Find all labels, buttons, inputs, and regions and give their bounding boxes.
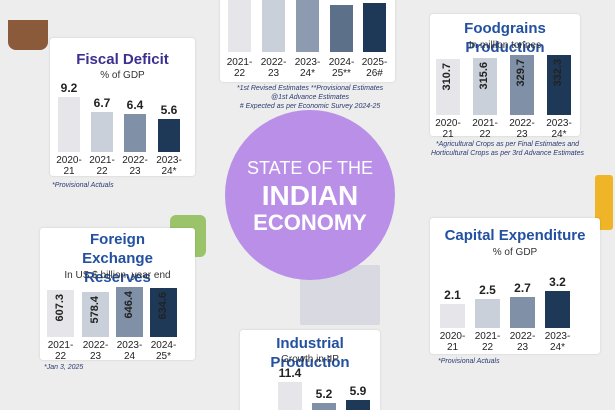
bar — [363, 2, 386, 52]
chart-subtitle: In US $ billion, year end — [64, 270, 171, 281]
bar — [124, 113, 146, 152]
value-label: 3.2 — [549, 275, 566, 289]
x-tick-label: 2022-23 — [509, 118, 535, 140]
value-label: 315.6 — [478, 62, 490, 90]
chart-title: Capital Expenditure — [444, 227, 586, 244]
chart-subtitle: Growth in IIP — [281, 354, 339, 365]
x-tick-label: 2021-22 — [474, 331, 501, 353]
x-tick-label: 2023-24* — [156, 155, 182, 177]
banner-line: INDIAN — [261, 180, 359, 211]
bar — [58, 97, 80, 152]
footnote: # Expected as per Economic Survey 2024-2… — [239, 103, 381, 110]
bar — [82, 292, 109, 337]
footnote: *Provisional Actuals — [52, 182, 114, 189]
value-label: 2.5 — [479, 283, 496, 298]
bar — [510, 55, 534, 115]
bar — [150, 287, 177, 337]
rupee-icon — [595, 175, 613, 230]
x-tick-label: 2023-24* — [544, 331, 571, 353]
bar — [158, 118, 180, 152]
banner-line: STATE OF THE — [246, 158, 373, 178]
footnote: *Agricultural Crops as per Final Estimat… — [430, 141, 585, 157]
x-tick-label: 2024-25** — [328, 57, 355, 79]
value-label: 634.6 — [156, 291, 169, 320]
x-tick-label: 2023-24* — [546, 118, 572, 140]
chart-subtitle: In million tonnes — [468, 40, 542, 51]
x-tick-label: 2020-21 — [56, 155, 82, 177]
bar — [440, 303, 465, 328]
bar — [47, 290, 74, 337]
bar — [312, 402, 336, 410]
chart-title: Foreign Exchange Reserves — [82, 231, 153, 286]
chart-title: Foodgrains Production — [464, 20, 546, 56]
bar — [436, 58, 460, 115]
value-label: 9.2 — [60, 81, 78, 95]
chart-title: Industrial Production — [270, 335, 350, 371]
bar — [278, 382, 302, 410]
bar — [510, 296, 535, 328]
bucket-icon — [8, 20, 48, 50]
value-label: 329.7 — [515, 59, 527, 87]
x-tick-label: 2023-24 — [116, 340, 143, 362]
value-label: 6.7 — [93, 95, 111, 110]
footnote: *Provisional Actuals — [438, 358, 500, 365]
bar — [475, 299, 500, 328]
chart-panel — [240, 330, 380, 410]
bar — [473, 58, 497, 115]
x-tick-label: 2021-22 — [89, 155, 115, 177]
bar — [91, 111, 113, 152]
bar — [547, 55, 571, 115]
x-tick-label: 2020-21 — [435, 118, 461, 140]
chart-subtitle: % of GDP — [100, 70, 145, 81]
bar — [262, 0, 285, 52]
x-tick-label: 2024-25* — [150, 340, 177, 362]
value-label: 11.4 — [278, 366, 302, 380]
value-label: 6.4 — [126, 97, 144, 112]
bar — [330, 5, 353, 52]
value-label: 2.1 — [444, 287, 461, 302]
x-tick-label: 2022-23 — [82, 340, 109, 362]
x-tick-label: 2025-26# — [361, 57, 388, 79]
footnote: *1st Revised Estimates **Provisional Est… — [236, 85, 384, 92]
value-label: 310.7 — [441, 62, 453, 91]
bar — [545, 291, 570, 328]
banner-line: ECONOMY — [253, 210, 367, 235]
value-label: 332.3 — [552, 59, 564, 87]
bar — [346, 400, 370, 410]
bar — [116, 287, 143, 337]
footnote: *Jan 3, 2025 — [44, 364, 84, 371]
banner-circle — [225, 110, 395, 280]
chart-subtitle: % of GDP — [492, 247, 538, 258]
chart-panel — [430, 218, 600, 354]
x-tick-label: 2023-24* — [294, 57, 321, 79]
x-tick-label: 2021-22 — [472, 118, 498, 140]
value-label: 578.4 — [88, 296, 101, 324]
x-tick-label: 2021-22 — [226, 57, 253, 79]
value-label: 607.3 — [53, 294, 66, 322]
value-label: 5.6 — [160, 102, 178, 117]
value-label: 5.9 — [349, 384, 367, 399]
x-tick-label: 2022-23 — [260, 57, 287, 79]
bar — [228, 0, 251, 52]
x-tick-label: 2021-22 — [47, 340, 74, 362]
x-tick-label: 2020-21 — [439, 331, 466, 353]
x-tick-label: 2022-23 — [122, 155, 148, 177]
x-tick-label: 2022-23 — [509, 331, 536, 353]
value-label: 646.4 — [122, 291, 135, 319]
bar — [296, 0, 319, 52]
footnote: @1st Advance Estimates — [270, 94, 350, 101]
chart-title: Fiscal Deficit — [76, 51, 169, 68]
value-label: 5.2 — [315, 386, 333, 401]
value-label: 2.7 — [514, 280, 531, 295]
